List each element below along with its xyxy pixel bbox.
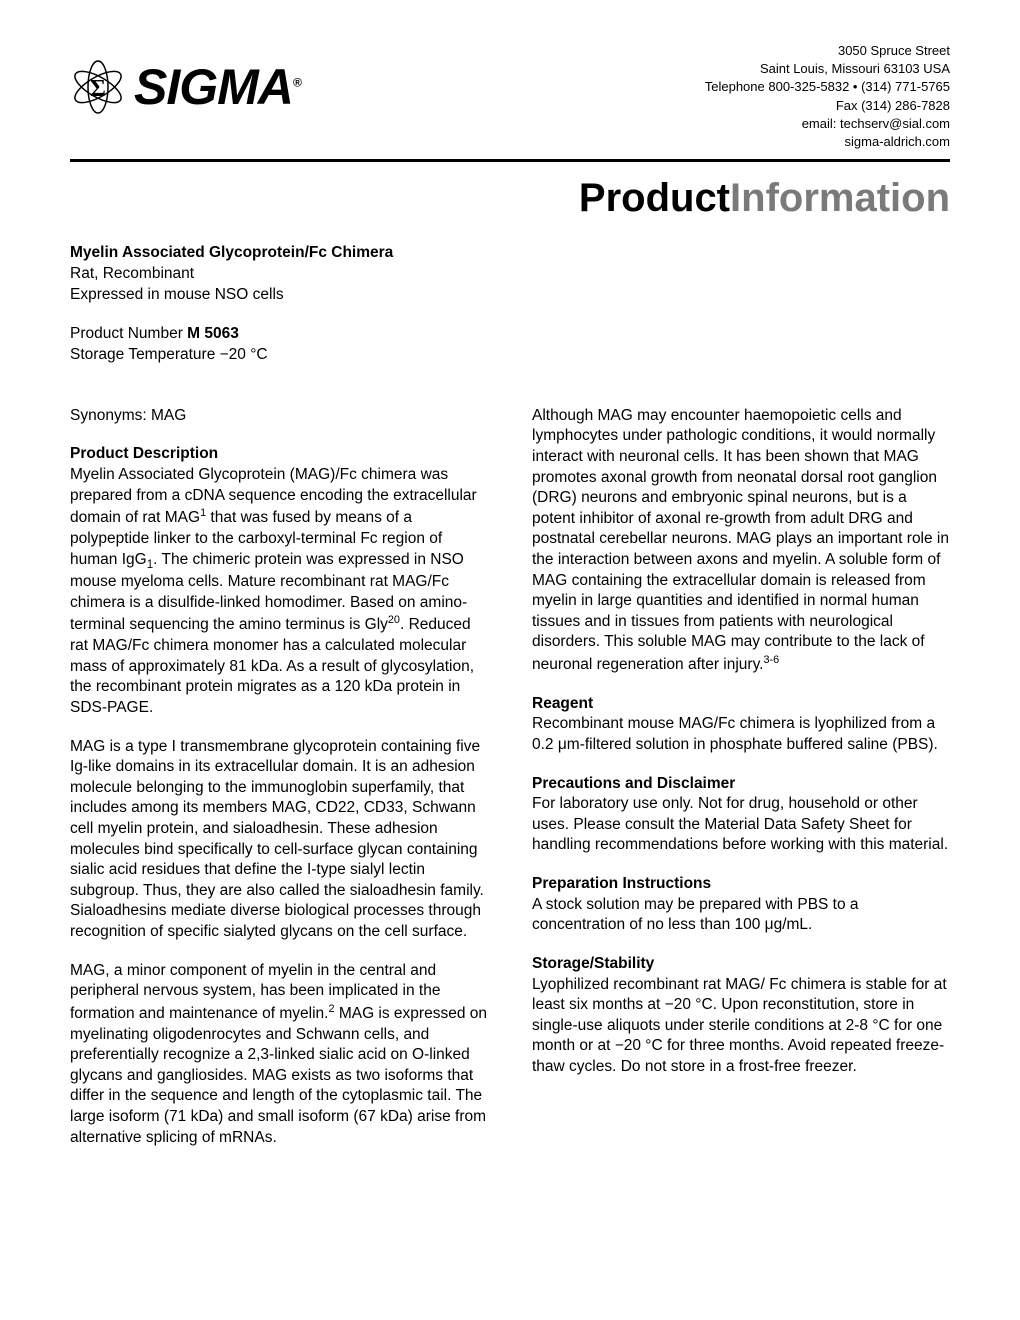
reagent-section: Reagent Recombinant mouse MAG/Fc chimera… bbox=[532, 694, 950, 756]
storage-temp: Storage Temperature −20 °C bbox=[70, 345, 950, 366]
sigma-logo-icon: Σ bbox=[70, 59, 126, 115]
precautions-body: For laboratory use only. Not for drug, h… bbox=[532, 795, 948, 853]
product-number-block: Product Number M 5063 Storage Temperatur… bbox=[70, 324, 950, 366]
synonyms: Synonyms: MAG bbox=[70, 406, 488, 427]
product-number-line: Product Number M 5063 bbox=[70, 324, 950, 345]
precautions-section: Precautions and Disclaimer For laborator… bbox=[532, 774, 950, 856]
document-header: Σ SIGMA® 3050 Spruce Street Saint Louis,… bbox=[70, 40, 950, 151]
page-title-light: Information bbox=[730, 176, 950, 220]
prep-heading: Preparation Instructions bbox=[532, 874, 950, 895]
description-body-4: Although MAG may encounter haemopoietic … bbox=[532, 406, 950, 676]
reagent-body: Recombinant mouse MAG/Fc chimera is lyop… bbox=[532, 715, 938, 753]
storage-body: Lyophilized recombinant rat MAG/ Fc chim… bbox=[532, 976, 947, 1075]
page-title: ProductInformation bbox=[70, 176, 950, 221]
product-header: Myelin Associated Glycoprotein/Fc Chimer… bbox=[70, 243, 950, 306]
precautions-heading: Precautions and Disclaimer bbox=[532, 774, 950, 795]
prep-section: Preparation Instructions A stock solutio… bbox=[532, 874, 950, 936]
product-expression: Expressed in mouse NSO cells bbox=[70, 285, 950, 306]
brand-name: SIGMA® bbox=[134, 58, 301, 116]
svg-text:Σ: Σ bbox=[90, 76, 106, 102]
prep-body: A stock solution may be prepared with PB… bbox=[532, 896, 859, 934]
address-line: Fax (314) 286-7828 bbox=[705, 97, 950, 115]
description-section: Product Description Myelin Associated Gl… bbox=[70, 444, 488, 718]
company-address: 3050 Spruce Street Saint Louis, Missouri… bbox=[705, 40, 950, 151]
address-line: Saint Louis, Missouri 63103 USA bbox=[705, 60, 950, 78]
product-name: Myelin Associated Glycoprotein/Fc Chimer… bbox=[70, 243, 950, 264]
storage-section: Storage/Stability Lyophilized recombinan… bbox=[532, 954, 950, 1078]
description-heading: Product Description bbox=[70, 444, 488, 465]
body-columns: Synonyms: MAG Product Description Myelin… bbox=[70, 406, 950, 1167]
address-line: 3050 Spruce Street bbox=[705, 42, 950, 60]
description-body-3: MAG, a minor component of myelin in the … bbox=[70, 961, 488, 1149]
description-body-2: MAG is a type I transmembrane glycoprote… bbox=[70, 737, 488, 943]
reagent-heading: Reagent bbox=[532, 694, 950, 715]
address-line: email: techserv@sial.com bbox=[705, 115, 950, 133]
storage-heading: Storage/Stability bbox=[532, 954, 950, 975]
address-line: Telephone 800-325-5832 • (314) 771-5765 bbox=[705, 78, 950, 96]
description-body-1: Myelin Associated Glycoprotein (MAG)/Fc … bbox=[70, 466, 477, 716]
product-species: Rat, Recombinant bbox=[70, 264, 950, 285]
page-title-bold: Product bbox=[579, 176, 730, 220]
left-column: Synonyms: MAG Product Description Myelin… bbox=[70, 406, 488, 1167]
brand-logo: Σ SIGMA® bbox=[70, 40, 301, 116]
address-line: sigma-aldrich.com bbox=[705, 133, 950, 151]
right-column: Although MAG may encounter haemopoietic … bbox=[532, 406, 950, 1167]
header-divider bbox=[70, 159, 950, 162]
